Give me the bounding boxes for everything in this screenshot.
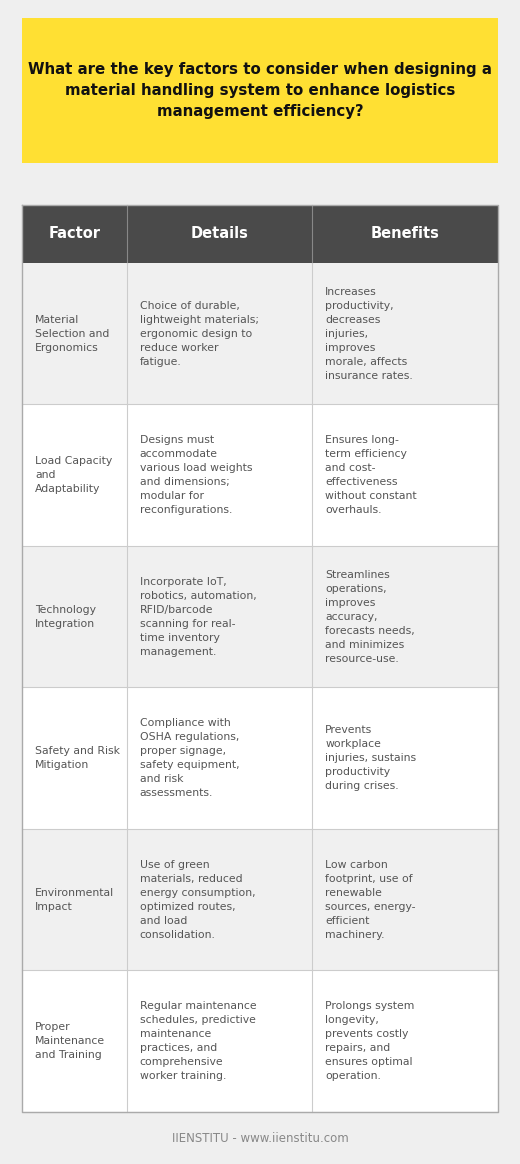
Text: Incorporate IoT,
robotics, automation,
RFID/barcode
scanning for real-
time inve: Incorporate IoT, robotics, automation, R… bbox=[140, 576, 256, 656]
Text: Proper
Maintenance
and Training: Proper Maintenance and Training bbox=[35, 1022, 105, 1060]
Text: What are the key factors to consider when designing a
material handling system t: What are the key factors to consider whe… bbox=[28, 62, 492, 119]
Text: Benefits: Benefits bbox=[371, 227, 439, 241]
Text: Increases
productivity,
decreases
injuries,
improves
morale, affects
insurance r: Increases productivity, decreases injuri… bbox=[326, 286, 413, 381]
Text: Environmental
Impact: Environmental Impact bbox=[35, 888, 114, 911]
Text: Use of green
materials, reduced
energy consumption,
optimized routes,
and load
c: Use of green materials, reduced energy c… bbox=[140, 860, 255, 939]
Text: Technology
Integration: Technology Integration bbox=[35, 605, 96, 629]
Text: Regular maintenance
schedules, predictive
maintenance
practices, and
comprehensi: Regular maintenance schedules, predictiv… bbox=[140, 1001, 256, 1081]
Text: Load Capacity
and
Adaptability: Load Capacity and Adaptability bbox=[35, 456, 112, 495]
Bar bbox=[22, 829, 498, 971]
Bar bbox=[22, 546, 498, 688]
Bar bbox=[22, 263, 498, 405]
Bar bbox=[22, 17, 498, 163]
Text: Designs must
accommodate
various load weights
and dimensions;
modular for
reconf: Designs must accommodate various load we… bbox=[140, 435, 252, 516]
Text: Choice of durable,
lightweight materials;
ergonomic design to
reduce worker
fati: Choice of durable, lightweight materials… bbox=[140, 300, 259, 367]
Text: IIENSTITU - www.iienstitu.com: IIENSTITU - www.iienstitu.com bbox=[172, 1131, 348, 1144]
Text: Streamlines
operations,
improves
accuracy,
forecasts needs,
and minimizes
resour: Streamlines operations, improves accurac… bbox=[326, 569, 415, 663]
Text: Material
Selection and
Ergonomics: Material Selection and Ergonomics bbox=[35, 314, 109, 353]
Text: Factor: Factor bbox=[48, 227, 100, 241]
Text: Ensures long-
term efficiency
and cost-
effectiveness
without constant
overhauls: Ensures long- term efficiency and cost- … bbox=[326, 435, 417, 516]
Bar bbox=[22, 688, 498, 829]
Text: Details: Details bbox=[191, 227, 249, 241]
Text: Safety and Risk
Mitigation: Safety and Risk Mitigation bbox=[35, 746, 120, 771]
Text: Prolongs system
longevity,
prevents costly
repairs, and
ensures optimal
operatio: Prolongs system longevity, prevents cost… bbox=[326, 1001, 415, 1081]
Bar bbox=[22, 971, 498, 1112]
Text: Prevents
workplace
injuries, sustains
productivity
during crises.: Prevents workplace injuries, sustains pr… bbox=[326, 725, 417, 792]
Text: Low carbon
footprint, use of
renewable
sources, energy-
efficient
machinery.: Low carbon footprint, use of renewable s… bbox=[326, 860, 416, 939]
Bar bbox=[22, 405, 498, 546]
Bar bbox=[22, 205, 498, 263]
Text: Compliance with
OSHA regulations,
proper signage,
safety equipment,
and risk
ass: Compliance with OSHA regulations, proper… bbox=[140, 718, 239, 799]
